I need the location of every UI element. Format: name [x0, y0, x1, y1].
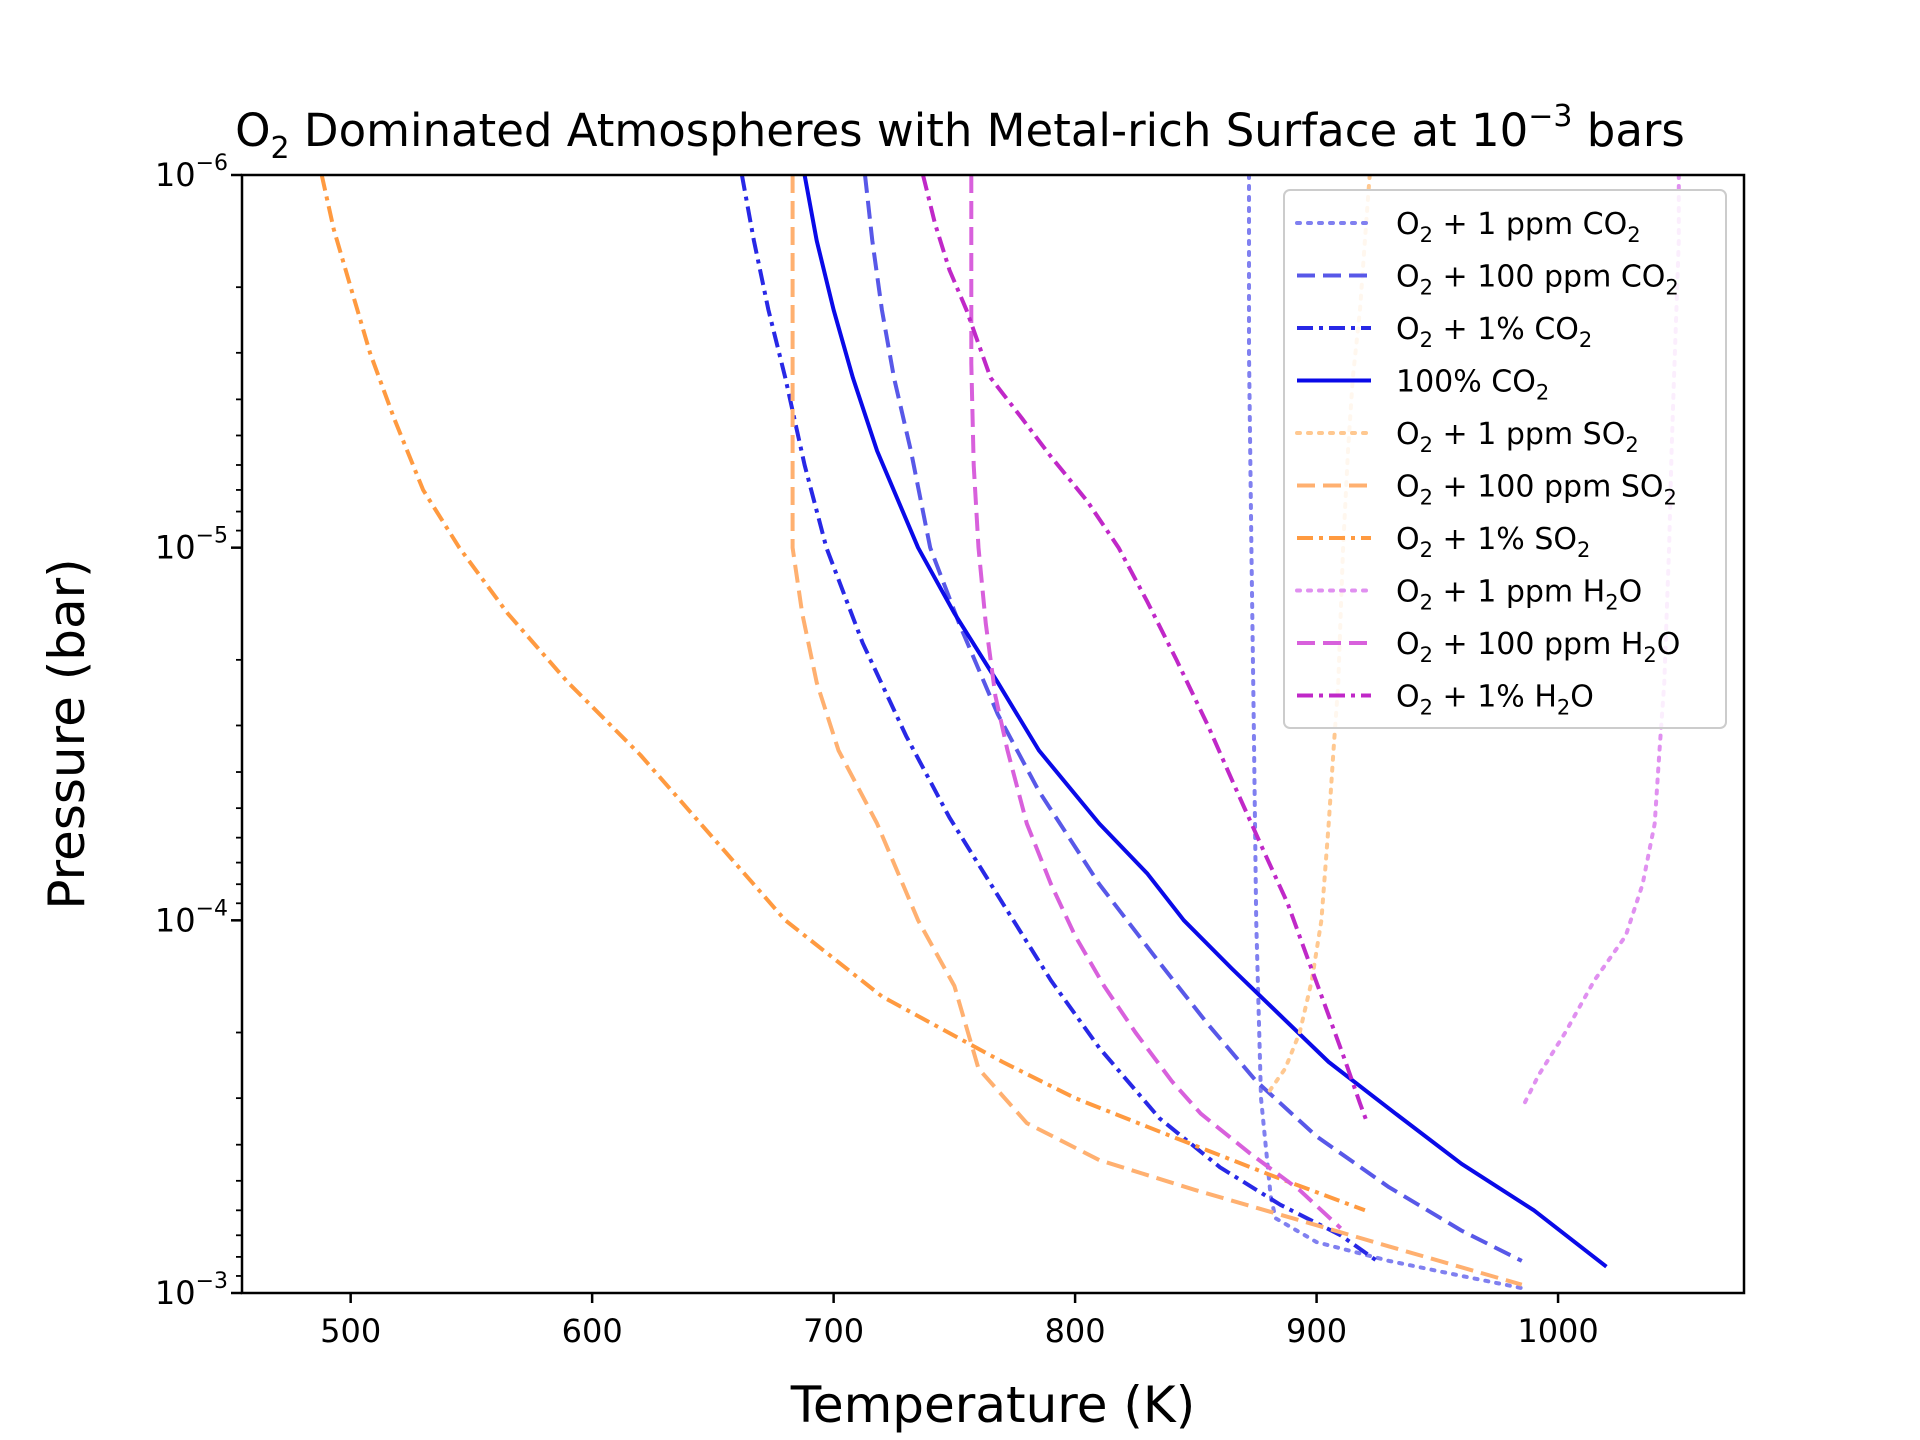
x-axis: 500 600 700 800 900 1000	[320, 1293, 1599, 1350]
series-line-h2o-100ppm	[969, 175, 1343, 1230]
axes-frame	[240, 173, 1746, 1295]
series-line-so2-100ppm	[790, 175, 1523, 1287]
y-tick-label: 10−6	[155, 151, 228, 194]
legend-label-so2-1ppm: O2 + 1 ppm SO2	[1396, 417, 1639, 457]
legend-label-h2o-100ppm: O2 + 100 ppm H2O	[1396, 627, 1680, 667]
legend-label-co2-1pct: O2 + 1% CO2	[1396, 312, 1592, 352]
y-tick-label: 10−4	[155, 896, 228, 939]
y-axis-title: Pressure (bar)	[38, 558, 96, 909]
legend-label-so2-100ppm: O2 + 100 ppm SO2	[1396, 470, 1677, 510]
series-line-co2-100pct	[802, 175, 1608, 1269]
x-tick-label: 600	[562, 1312, 623, 1350]
x-tick-label: 800	[1045, 1312, 1106, 1350]
series-line-co2-1ppm	[1247, 175, 1524, 1291]
legend-label-co2-100ppm: O2 + 100 ppm CO2	[1396, 260, 1679, 300]
y-tick-label: 10−3	[155, 1269, 228, 1312]
legend-label-h2o-1ppm: O2 + 1 ppm H2O	[1396, 575, 1642, 615]
series-line-co2-1pct	[739, 175, 1379, 1263]
x-tick-label: 500	[320, 1312, 381, 1350]
y-axis: 10−6 10−5 10−4 10−3	[155, 151, 242, 1312]
y-tick-label: 10−5	[155, 524, 228, 567]
legend-label-co2-1ppm: O2 + 1 ppm CO2	[1396, 207, 1641, 247]
legend-items: O2 + 1 ppm CO2 O2 + 100 ppm CO2 O2 + 1% CO…	[1295, 207, 1680, 720]
legend-label-so2-1pct: O2 + 1% SO2	[1396, 522, 1590, 562]
series-line-co2-100ppm	[863, 175, 1523, 1263]
chart-title: O2 Dominated Atmospheres with Metal-rich…	[235, 99, 1685, 166]
series-line-so2-1pct	[319, 175, 1366, 1213]
x-axis-title: Temperature (K)	[790, 1376, 1195, 1434]
legend: O2 + 1 ppm CO2 O2 + 100 ppm CO2 O2 + 1% CO…	[1283, 189, 1727, 729]
x-tick-label: 900	[1286, 1312, 1347, 1350]
legend-box	[1283, 189, 1727, 729]
x-tick-label: 700	[803, 1312, 864, 1350]
x-tick-label: 1000	[1517, 1312, 1598, 1350]
series-line-h2o-1pct	[921, 175, 1370, 1124]
legend-label-h2o-1pct: O2 + 1% H2O	[1396, 680, 1594, 720]
legend-label-co2-100pct: 100% CO2	[1396, 365, 1549, 405]
